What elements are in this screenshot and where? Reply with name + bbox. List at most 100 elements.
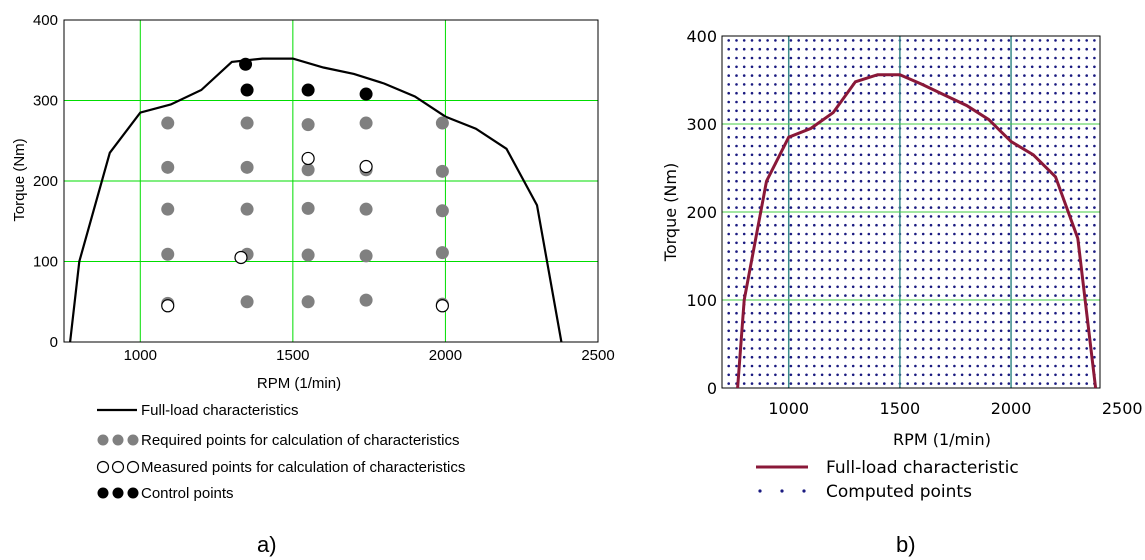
computed-point xyxy=(968,267,972,271)
computed-point xyxy=(844,109,847,113)
computed-point xyxy=(1093,285,1096,289)
computed-point xyxy=(945,118,948,121)
computed-point xyxy=(789,47,793,51)
computed-point xyxy=(1030,303,1034,306)
computed-point xyxy=(1015,56,1018,60)
computed-point xyxy=(875,285,878,289)
x-tick-label: 2000 xyxy=(429,347,462,364)
computed-point xyxy=(968,303,972,306)
computed-point xyxy=(875,338,878,341)
computed-point xyxy=(758,83,762,86)
computed-point xyxy=(844,56,847,60)
computed-point xyxy=(774,373,777,377)
computed-point xyxy=(1085,91,1088,95)
computed-point xyxy=(1085,171,1088,174)
computed-point xyxy=(813,56,816,60)
computed-point xyxy=(789,127,793,130)
computed-point xyxy=(999,171,1003,174)
computed-point xyxy=(727,179,730,183)
computed-point xyxy=(1030,382,1034,385)
computed-point xyxy=(1046,109,1049,113)
computed-point xyxy=(742,127,746,130)
computed-point xyxy=(789,91,793,95)
computed-point xyxy=(992,320,995,324)
computed-point xyxy=(844,179,847,183)
computed-point xyxy=(820,303,824,306)
computed-point xyxy=(875,250,878,253)
computed-point xyxy=(875,118,878,121)
computed-point xyxy=(1030,83,1034,86)
computed-point xyxy=(984,171,987,174)
computed-point xyxy=(1015,259,1018,262)
computed-point xyxy=(742,347,746,350)
computed-point xyxy=(1038,373,1042,377)
computed-point xyxy=(758,241,762,245)
computed-point xyxy=(1038,215,1042,218)
computed-point xyxy=(774,223,777,227)
computed-point xyxy=(797,329,800,333)
computed-point xyxy=(735,206,738,209)
computed-point xyxy=(1038,74,1042,77)
computed-point xyxy=(735,135,738,139)
computed-point xyxy=(1054,259,1057,262)
computed-point xyxy=(805,347,808,350)
computed-point xyxy=(999,347,1003,350)
computed-point xyxy=(1023,153,1026,157)
computed-point xyxy=(750,74,754,77)
computed-point xyxy=(953,232,956,236)
computed-point xyxy=(1077,197,1081,201)
y-tick-label: 200 xyxy=(686,203,717,222)
computed-point xyxy=(781,74,785,77)
computed-point xyxy=(914,197,917,201)
computed-point xyxy=(1038,91,1042,95)
required-point xyxy=(435,116,449,130)
computed-point xyxy=(844,276,847,280)
computed-point xyxy=(976,215,979,218)
computed-point xyxy=(1046,127,1049,130)
computed-point xyxy=(735,153,738,157)
computed-point xyxy=(1015,215,1018,218)
computed-point xyxy=(828,285,832,289)
computed-point xyxy=(883,347,886,350)
computed-point xyxy=(921,311,925,315)
computed-point xyxy=(883,267,886,271)
computed-point xyxy=(1093,320,1096,324)
computed-point xyxy=(758,303,762,306)
computed-point xyxy=(836,338,839,341)
computed-point xyxy=(797,197,800,201)
computed-point xyxy=(797,267,800,271)
required-point xyxy=(301,295,315,309)
computed-point xyxy=(937,285,941,289)
computed-point xyxy=(1038,276,1042,280)
computed-point xyxy=(1054,267,1057,271)
computed-point xyxy=(937,162,941,165)
computed-point xyxy=(1030,144,1034,148)
computed-point xyxy=(890,179,894,183)
computed-point xyxy=(1069,118,1073,121)
computed-point xyxy=(1046,100,1049,104)
computed-point xyxy=(906,329,909,333)
computed-point xyxy=(859,144,863,148)
computed-point xyxy=(1062,127,1065,130)
computed-point xyxy=(1077,373,1081,377)
computed-point xyxy=(953,91,956,95)
computed-point xyxy=(992,241,995,245)
computed-point xyxy=(1023,223,1026,227)
computed-point xyxy=(1077,56,1081,60)
computed-point xyxy=(1093,144,1096,148)
computed-point xyxy=(789,364,793,368)
computed-point xyxy=(1054,144,1057,148)
computed-point xyxy=(789,179,793,183)
computed-point xyxy=(735,179,738,183)
computed-point xyxy=(851,135,855,139)
computed-point xyxy=(999,338,1003,341)
computed-point xyxy=(945,223,948,227)
computed-point xyxy=(875,171,878,174)
computed-point xyxy=(851,188,855,192)
computed-point xyxy=(820,294,824,297)
computed-point xyxy=(914,355,917,359)
computed-point xyxy=(867,65,871,69)
computed-point xyxy=(781,100,785,104)
computed-point xyxy=(921,74,925,77)
